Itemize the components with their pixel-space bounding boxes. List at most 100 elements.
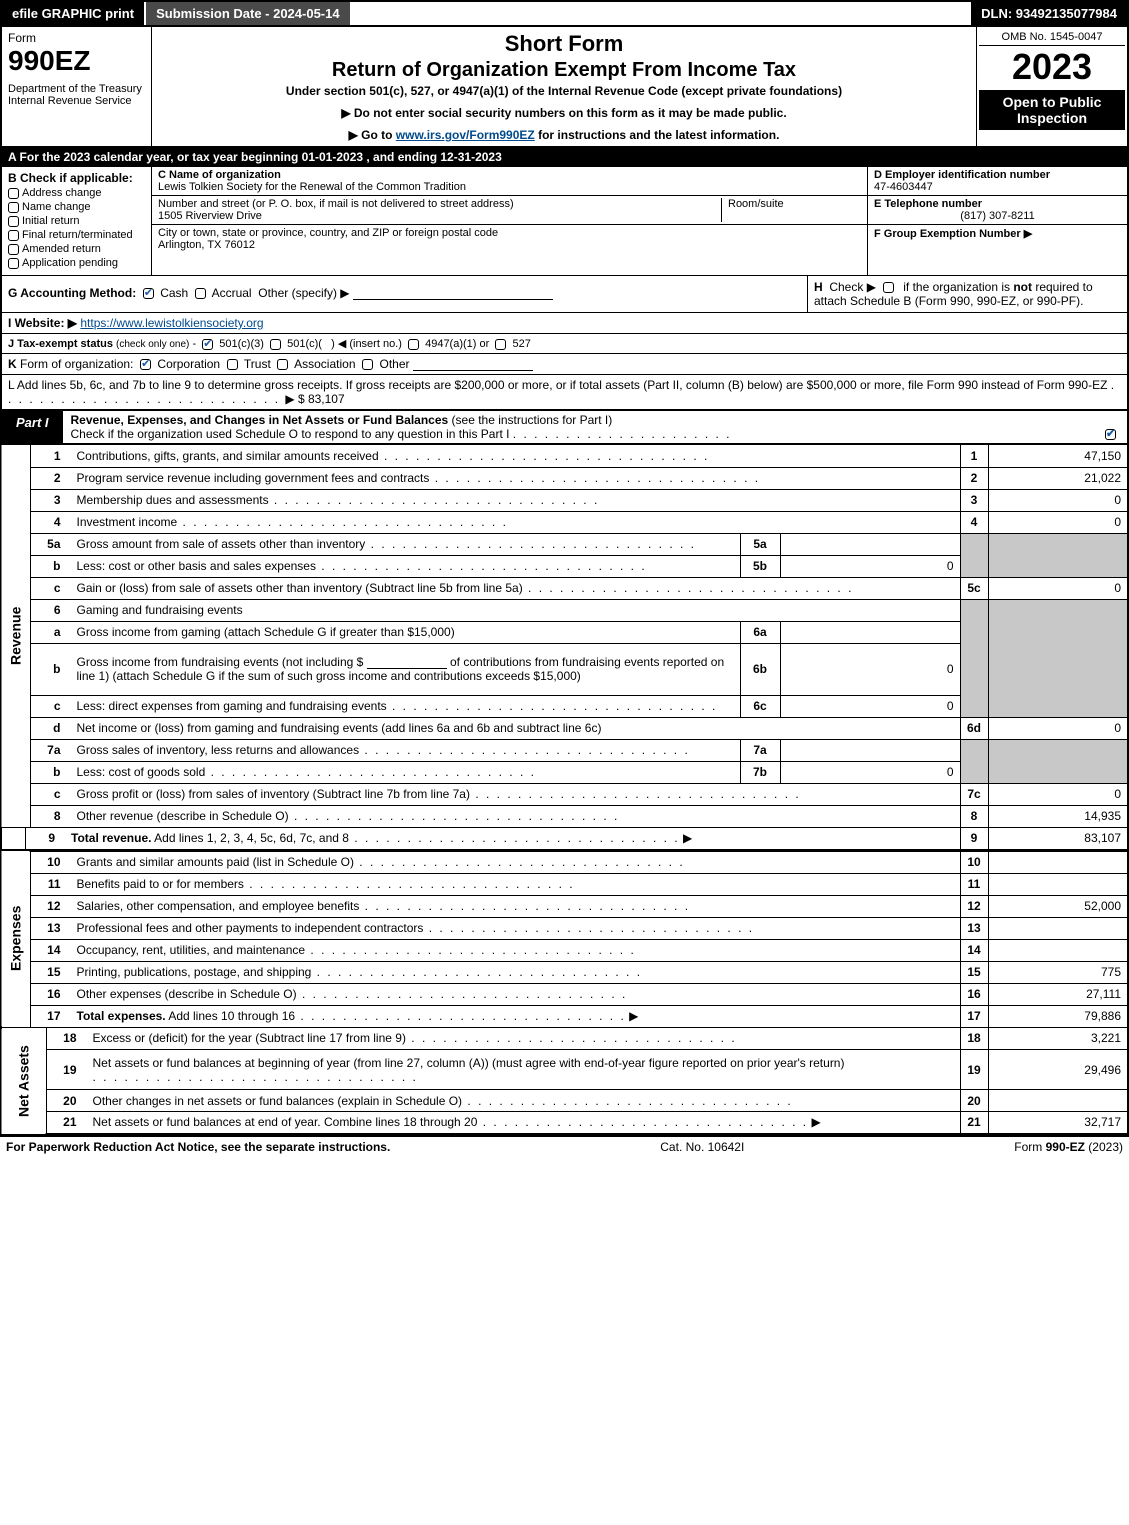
line-11-no: 11 — [31, 873, 71, 895]
line-8: 8 Other revenue (describe in Schedule O)… — [1, 805, 1128, 827]
cb-corporation[interactable] — [140, 359, 151, 370]
line-13-col: 13 — [960, 917, 988, 939]
accrual-label: Accrual — [212, 286, 252, 300]
cb-schedule-b[interactable] — [883, 282, 894, 293]
line-10-amt — [988, 851, 1128, 873]
line-12-no: 12 — [31, 895, 71, 917]
line-7c-amt: 0 — [988, 783, 1128, 805]
line-7b-desc: Less: cost of goods sold — [77, 765, 206, 779]
footer-right-bold: 990-EZ — [1046, 1140, 1085, 1154]
expenses-vlabel: Expenses — [1, 851, 31, 1027]
efile-print-button[interactable]: efile GRAPHIC print — [2, 2, 146, 25]
line-h: H Check ▶ if the organization is not req… — [807, 276, 1127, 312]
line-18-col: 18 — [960, 1028, 988, 1050]
line-j: J Tax-exempt status (check only one) - 5… — [0, 333, 1129, 353]
line-7b-amt: 0 — [780, 761, 960, 783]
line-6: 6 Gaming and fundraising events — [1, 599, 1128, 621]
line-16: 16 Other expenses (describe in Schedule … — [1, 983, 1128, 1005]
line-5c: c Gain or (loss) from sale of assets oth… — [1, 577, 1128, 599]
cb-accrual[interactable] — [195, 288, 206, 299]
line-6b-desc1: Gross income from fundraising events (no… — [77, 655, 364, 669]
line-6b-input[interactable] — [367, 655, 447, 669]
cb-501c[interactable] — [270, 339, 281, 350]
form-subtitle: Under section 501(c), 527, or 4947(a)(1)… — [160, 84, 968, 98]
line-5b: b Less: cost or other basis and sales ex… — [1, 555, 1128, 577]
line-2-col: 2 — [960, 467, 988, 489]
line-20-amt — [988, 1090, 1128, 1112]
line-4-amt: 0 — [988, 511, 1128, 533]
cb-initial-return[interactable]: Initial return — [8, 215, 145, 227]
other-specify-input[interactable] — [353, 286, 553, 300]
cb-application-pending[interactable]: Application pending — [8, 257, 145, 269]
short-form-label: Short Form — [160, 31, 968, 57]
cb-501c3[interactable] — [202, 339, 213, 350]
line-3-desc: Membership dues and assessments — [77, 493, 269, 507]
part1-header: Part I Revenue, Expenses, and Changes in… — [0, 410, 1129, 445]
cb-other-org[interactable] — [362, 359, 373, 370]
website-link[interactable]: https://www.lewistolkiensociety.org — [80, 316, 263, 330]
line-12-desc: Salaries, other compensation, and employ… — [77, 899, 360, 913]
line-2-amt: 21,022 — [988, 467, 1128, 489]
cb-schedule-o[interactable] — [1105, 429, 1116, 440]
street-label: Number and street (or P. O. box, if mail… — [158, 198, 514, 210]
note2-pre: ▶ Go to — [349, 128, 396, 142]
line-12-col: 12 — [960, 895, 988, 917]
line-10-no: 10 — [31, 851, 71, 873]
line-8-desc: Other revenue (describe in Schedule O) — [77, 809, 289, 823]
cb-final-return[interactable]: Final return/terminated — [8, 229, 145, 241]
line-5c-col: 5c — [960, 577, 988, 599]
ssn-warning: ▶ Do not enter social security numbers o… — [160, 106, 968, 120]
irs-link[interactable]: www.irs.gov/Form990EZ — [396, 128, 535, 142]
phone-value: (817) 307-8211 — [874, 210, 1121, 222]
city-value: Arlington, TX 76012 — [158, 239, 255, 251]
line-16-desc: Other expenses (describe in Schedule O) — [77, 987, 297, 1001]
line-l-text: L Add lines 5b, 6c, and 7b to line 9 to … — [8, 378, 1107, 392]
cb-amended-return[interactable]: Amended return — [8, 243, 145, 255]
line-6c-amt: 0 — [780, 695, 960, 717]
line-4-col: 4 — [960, 511, 988, 533]
line-19: 19 Net assets or fund balances at beginn… — [1, 1050, 1128, 1090]
line-12: 12 Salaries, other compensation, and emp… — [1, 895, 1128, 917]
line-9-desc: Add lines 1, 2, 3, 4, 5c, 6d, 7c, and 8 — [154, 831, 349, 845]
line-3: 3 Membership dues and assessments 3 0 — [1, 489, 1128, 511]
line-15-col: 15 — [960, 961, 988, 983]
line-5b-desc: Less: cost or other basis and sales expe… — [77, 559, 316, 573]
line-6d-col: 6d — [960, 717, 988, 739]
part1-title: Revenue, Expenses, and Changes in Net As… — [63, 411, 1127, 443]
form-number: 990EZ — [8, 45, 145, 77]
line-19-desc: Net assets or fund balances at beginning… — [93, 1056, 845, 1070]
line-10: Expenses 10 Grants and similar amounts p… — [1, 851, 1128, 873]
cb-name-change[interactable]: Name change — [8, 201, 145, 213]
line-6d-amt: 0 — [988, 717, 1128, 739]
cb-4947[interactable] — [408, 339, 419, 350]
part1-title-text: Revenue, Expenses, and Changes in Net As… — [71, 413, 449, 427]
cb-address-change[interactable]: Address change — [8, 187, 145, 199]
line-19-col: 19 — [960, 1050, 988, 1090]
topbar-left: efile GRAPHIC print Submission Date - 20… — [2, 2, 352, 25]
section-def: D Employer identification number 47-4603… — [867, 167, 1127, 275]
line-11-col: 11 — [960, 873, 988, 895]
line-11: 11 Benefits paid to or for members 11 — [1, 873, 1128, 895]
line-i: I Website: ▶ https://www.lewistolkiensoc… — [0, 312, 1129, 333]
netassets-table: Net Assets 18 Excess or (deficit) for th… — [0, 1028, 1129, 1135]
form-header: Form 990EZ Department of the Treasury In… — [0, 27, 1129, 148]
cb-527[interactable] — [495, 339, 506, 350]
cb-address-change-label: Address change — [22, 187, 102, 199]
line-l: L Add lines 5b, 6c, and 7b to line 9 to … — [0, 374, 1129, 410]
line-18-amt: 3,221 — [988, 1028, 1128, 1050]
cb-cash[interactable] — [143, 288, 154, 299]
line-16-no: 16 — [31, 983, 71, 1005]
cb-trust[interactable] — [227, 359, 238, 370]
other-org-input[interactable] — [413, 357, 533, 371]
c-name-label: C Name of organization — [158, 169, 281, 181]
city-label: City or town, state or province, country… — [158, 227, 498, 239]
cb-association[interactable] — [277, 359, 288, 370]
part1-tab: Part I — [2, 411, 63, 443]
line-2-desc: Program service revenue including govern… — [77, 471, 430, 485]
netassets-vlabel: Net Assets — [1, 1028, 47, 1134]
line-g: G Accounting Method: Cash Accrual Other … — [2, 276, 807, 312]
group-exemption-row: F Group Exemption Number ▶ — [868, 225, 1127, 242]
cb-name-change-label: Name change — [22, 201, 91, 213]
line-19-amt: 29,496 — [988, 1050, 1128, 1090]
line-18-desc: Excess or (deficit) for the year (Subtra… — [93, 1031, 406, 1045]
